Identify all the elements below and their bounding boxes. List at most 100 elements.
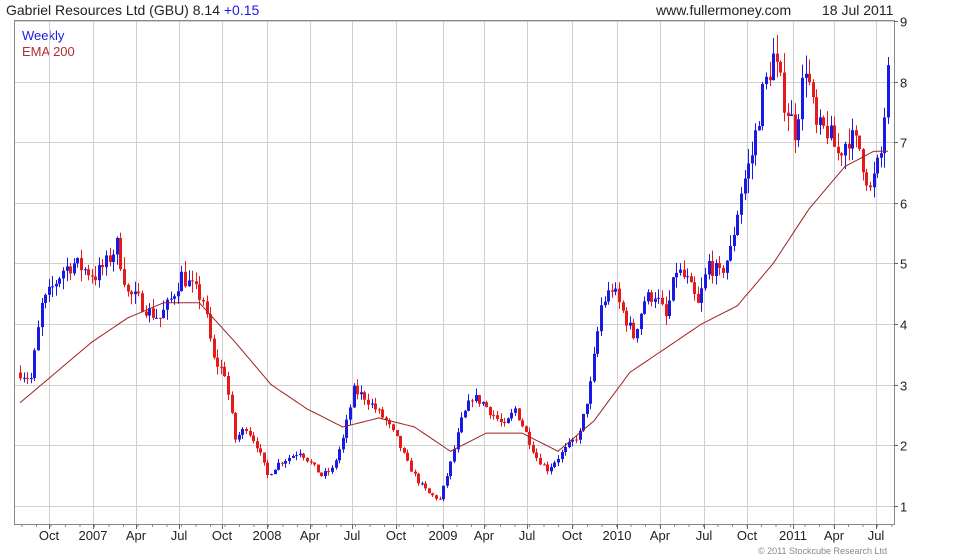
candle-body [715, 263, 718, 277]
candle-body [754, 130, 757, 156]
candle-body [206, 301, 209, 315]
candle-body [740, 193, 743, 215]
ema-200-line [19, 150, 888, 452]
candle-body [700, 288, 703, 303]
candle-body [130, 291, 133, 295]
candle-body [546, 464, 549, 472]
x-tick-label: Oct [386, 528, 407, 543]
candle-body [553, 462, 556, 467]
candle-body [532, 444, 535, 453]
candle-body [62, 270, 65, 279]
candle-body [119, 237, 122, 270]
y-tick-label: 9 [900, 15, 907, 30]
candle-body [360, 392, 363, 395]
candle-body [575, 439, 578, 441]
candle-body [317, 464, 320, 473]
x-tick-label: Apr [474, 528, 495, 543]
candle-body [69, 266, 72, 274]
candle-body [338, 449, 341, 461]
candle-body [761, 84, 764, 127]
candle-body [184, 271, 187, 287]
candle-body [414, 471, 417, 474]
candle-body [794, 114, 797, 141]
candle-body [231, 394, 234, 413]
candle-body [883, 117, 886, 154]
candle-body [202, 299, 205, 302]
candle-body [105, 255, 108, 268]
candle-body [353, 385, 356, 408]
source-link[interactable]: www.fullermoney.com [656, 2, 792, 18]
candle-body [177, 291, 180, 297]
candle-body [876, 157, 879, 174]
x-tick-label: Oct [562, 528, 583, 543]
candle-body [417, 473, 420, 484]
candle-body [385, 417, 388, 421]
candle-body [166, 299, 169, 310]
candle-body [471, 400, 474, 402]
x-tick-label: Oct [212, 528, 233, 543]
candle-body [482, 402, 485, 404]
candle-body [33, 350, 36, 379]
candle-body [259, 448, 262, 453]
candle-body [367, 399, 370, 405]
y-tick-label: 3 [900, 379, 907, 394]
candle-body [819, 117, 822, 125]
candle-body [148, 308, 151, 316]
candle-body [198, 284, 201, 300]
candle-body [109, 255, 112, 262]
x-tick-label: Apr [650, 528, 671, 543]
x-tick-label: Apr [300, 528, 321, 543]
x-tick-label: Jul [171, 528, 188, 543]
candle-body [873, 173, 876, 188]
candle-body [869, 185, 872, 188]
x-tick-label: Oct [39, 528, 60, 543]
candle-body [141, 293, 144, 312]
candle-body [101, 265, 104, 268]
candle-body [249, 431, 252, 436]
copyright: © 2011 Stockcube Research Ltd [758, 546, 888, 556]
candle-body [855, 130, 858, 136]
candle-body [650, 292, 653, 302]
candle-body [363, 392, 366, 400]
candle-body [625, 310, 628, 326]
candle-body [137, 291, 140, 294]
candle-body [195, 281, 198, 285]
candle-body [256, 441, 259, 449]
candle-body [58, 278, 61, 284]
x-tick-label: Oct [737, 528, 758, 543]
candle-body [30, 378, 33, 380]
candle-body [840, 153, 843, 156]
candle-body [697, 293, 700, 303]
candle-body [48, 286, 51, 295]
candle-body [683, 269, 686, 277]
candle-body [266, 462, 269, 475]
candle-body [790, 114, 793, 117]
candle-body [557, 458, 560, 463]
candle-body [758, 126, 761, 131]
x-tick-label: Jul [344, 528, 361, 543]
candle-body [797, 119, 800, 141]
candle-body [467, 400, 470, 411]
candle-body [310, 461, 313, 463]
candle-body [313, 462, 316, 465]
candle-body [693, 282, 696, 294]
candle-body [428, 488, 431, 494]
candle-body [475, 395, 478, 402]
x-tick-label: Jul [696, 528, 713, 543]
candle-body [564, 447, 567, 453]
candle-body [571, 439, 574, 442]
candle-body [779, 61, 782, 73]
candle-body [91, 275, 94, 277]
candle-body [116, 237, 119, 255]
gridlines [15, 21, 894, 524]
candle-body [112, 254, 115, 262]
candle-body [19, 372, 22, 379]
candle-body [550, 466, 553, 472]
candle-body [26, 377, 29, 379]
candle-body [561, 452, 564, 459]
candle-body [216, 357, 219, 367]
chart-date: 18 Jul 2011 [822, 2, 894, 18]
candle-body [489, 407, 492, 416]
candle-body [726, 260, 729, 273]
candle-body [833, 125, 836, 147]
